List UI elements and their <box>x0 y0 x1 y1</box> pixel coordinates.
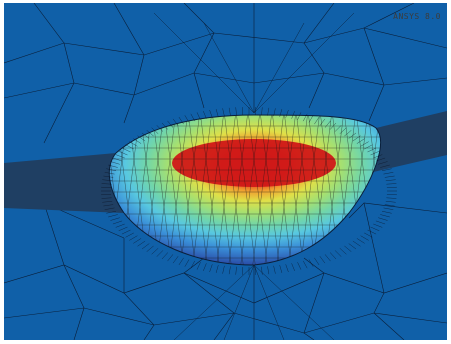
dense-mesh-band <box>101 107 397 275</box>
fan-lines <box>153 12 355 340</box>
droplet-outline <box>108 114 381 266</box>
substrate-bar <box>4 111 447 213</box>
coarse-mesh <box>4 3 447 340</box>
fe-viewport: ANSYS 8.0 <box>4 3 447 340</box>
ansys-watermark: ANSYS 8.0 <box>393 12 441 21</box>
fe-mesh-contour-plot <box>4 3 447 340</box>
